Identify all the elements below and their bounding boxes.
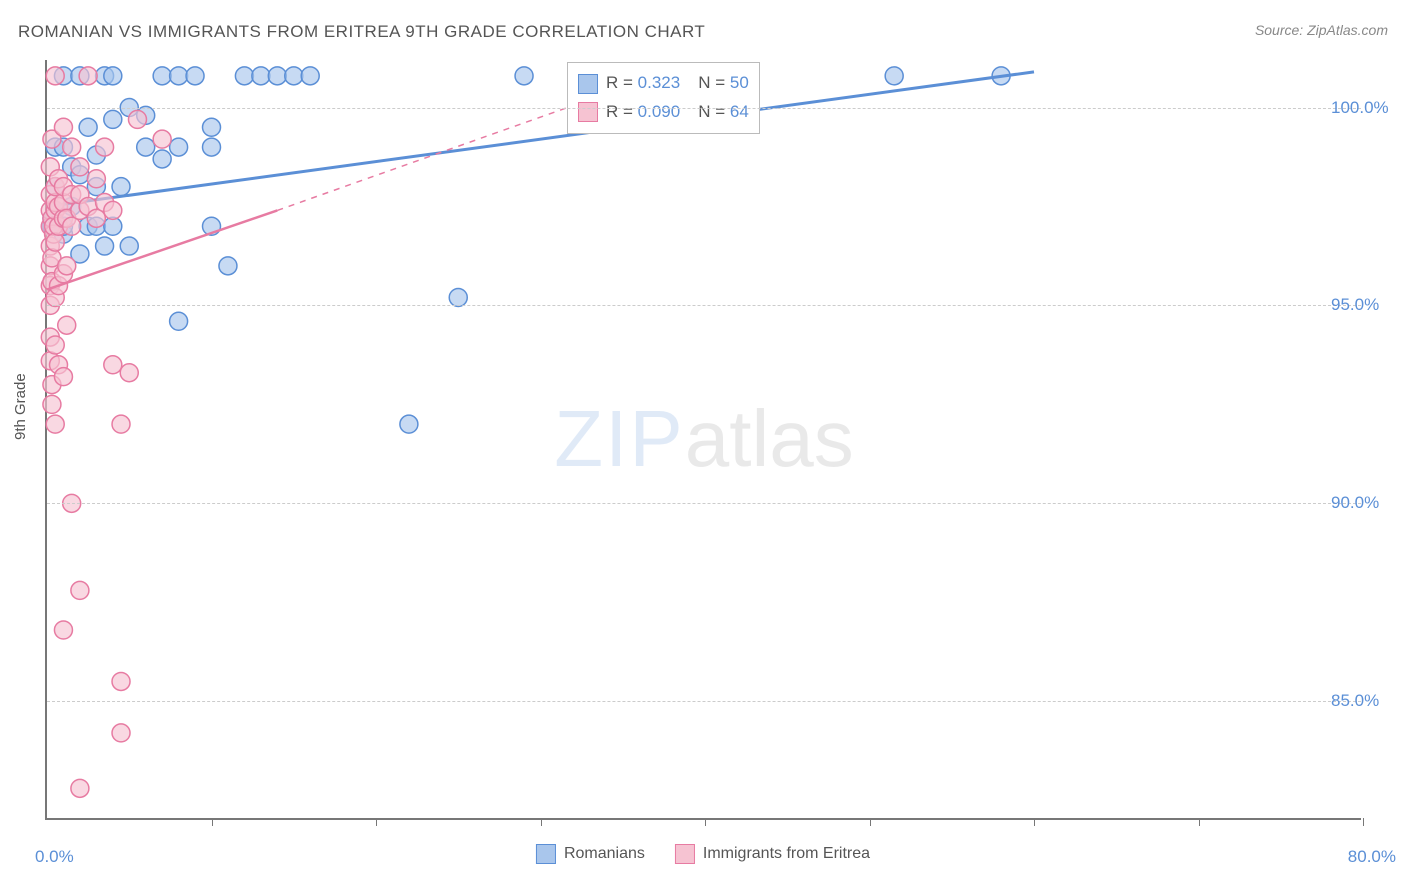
n-label: N = [698,73,730,92]
legend-swatch [536,844,556,864]
scatter-point-eritrea [46,233,64,251]
trendline-romanians [47,72,1034,207]
scatter-point-eritrea [71,581,89,599]
stats-row: R = 0.323 N = 50 [578,69,749,98]
scatter-point-romanians [170,312,188,330]
scatter-point-eritrea [54,621,72,639]
r-label: R = [606,102,638,121]
scatter-point-romanians [235,67,253,85]
scatter-point-romanians [137,138,155,156]
legend-swatch [675,844,695,864]
scatter-point-romanians [285,67,303,85]
source-label: Source: [1255,22,1307,38]
scatter-point-eritrea [79,67,97,85]
scatter-point-eritrea [46,336,64,354]
scatter-point-eritrea [112,724,130,742]
n-value: 64 [730,102,749,121]
x-tick [1034,818,1035,826]
scatter-point-romanians [885,67,903,85]
scatter-point-eritrea [54,118,72,136]
scatter-point-romanians [170,67,188,85]
scatter-point-romanians [186,67,204,85]
scatter-point-romanians [153,150,171,168]
y-axis-label: 9th Grade [12,373,29,440]
legend-item: Immigrants from Eritrea [675,844,870,864]
scatter-point-romanians [449,289,467,307]
gridline [47,305,1361,306]
source-attribution: Source: ZipAtlas.com [1255,22,1388,38]
gridline [47,503,1361,504]
scatter-point-eritrea [104,201,122,219]
legend-label: Romanians [564,845,645,862]
scatter-point-eritrea [87,170,105,188]
scatter-point-romanians [79,118,97,136]
scatter-point-eritrea [54,368,72,386]
y-tick-label: 100.0% [1331,98,1406,118]
scatter-point-romanians [120,237,138,255]
scatter-point-eritrea [71,779,89,797]
scatter-point-romanians [153,67,171,85]
series-swatch [578,102,598,122]
y-tick-label: 85.0% [1331,691,1406,711]
scatter-point-romanians [252,67,270,85]
scatter-point-eritrea [104,356,122,374]
n-label: N = [698,102,730,121]
series-swatch [578,74,598,94]
legend: Romanians Immigrants from Eritrea [536,844,870,864]
n-value: 50 [730,73,749,92]
stats-row: R = 0.090 N = 64 [578,98,749,127]
x-tick [541,818,542,826]
scatter-point-eritrea [43,395,61,413]
correlation-stats-box: R = 0.323 N = 50 R = 0.090 N = 64 [567,62,760,134]
source-name: ZipAtlas.com [1307,22,1388,38]
x-tick [870,818,871,826]
chart-svg [47,60,1361,818]
scatter-point-eritrea [112,415,130,433]
x-axis-end-label: 80.0% [1348,847,1396,867]
x-tick [1199,818,1200,826]
x-tick [705,818,706,826]
scatter-point-romanians [112,178,130,196]
chart-title: ROMANIAN VS IMMIGRANTS FROM ERITREA 9TH … [18,22,705,42]
gridline [47,108,1361,109]
r-value: 0.090 [638,102,681,121]
scatter-point-romanians [268,67,286,85]
scatter-point-romanians [170,138,188,156]
scatter-point-eritrea [46,67,64,85]
x-tick [212,818,213,826]
scatter-point-romanians [515,67,533,85]
scatter-point-romanians [203,118,221,136]
scatter-point-romanians [400,415,418,433]
y-tick-label: 90.0% [1331,493,1406,513]
scatter-point-eritrea [58,257,76,275]
legend-label: Immigrants from Eritrea [703,845,870,862]
scatter-point-eritrea [153,130,171,148]
scatter-point-romanians [104,67,122,85]
scatter-point-eritrea [46,415,64,433]
plot-area: ZIPatlas R = 0.323N = 50R = 0.090N = 64 … [45,60,1361,820]
gridline [47,701,1361,702]
scatter-point-eritrea [128,110,146,128]
scatter-point-eritrea [96,138,114,156]
scatter-point-romanians [96,237,114,255]
x-tick [1363,818,1364,826]
scatter-point-eritrea [112,672,130,690]
scatter-point-eritrea [58,316,76,334]
scatter-point-eritrea [63,138,81,156]
y-tick-label: 95.0% [1331,295,1406,315]
scatter-point-romanians [301,67,319,85]
scatter-point-eritrea [71,158,89,176]
scatter-point-eritrea [120,364,138,382]
r-label: R = [606,73,638,92]
r-value: 0.323 [638,73,681,92]
x-axis-origin-label: 0.0% [35,847,74,867]
scatter-point-romanians [104,110,122,128]
scatter-point-romanians [219,257,237,275]
x-tick [376,818,377,826]
legend-item: Romanians [536,844,645,864]
scatter-point-romanians [203,138,221,156]
